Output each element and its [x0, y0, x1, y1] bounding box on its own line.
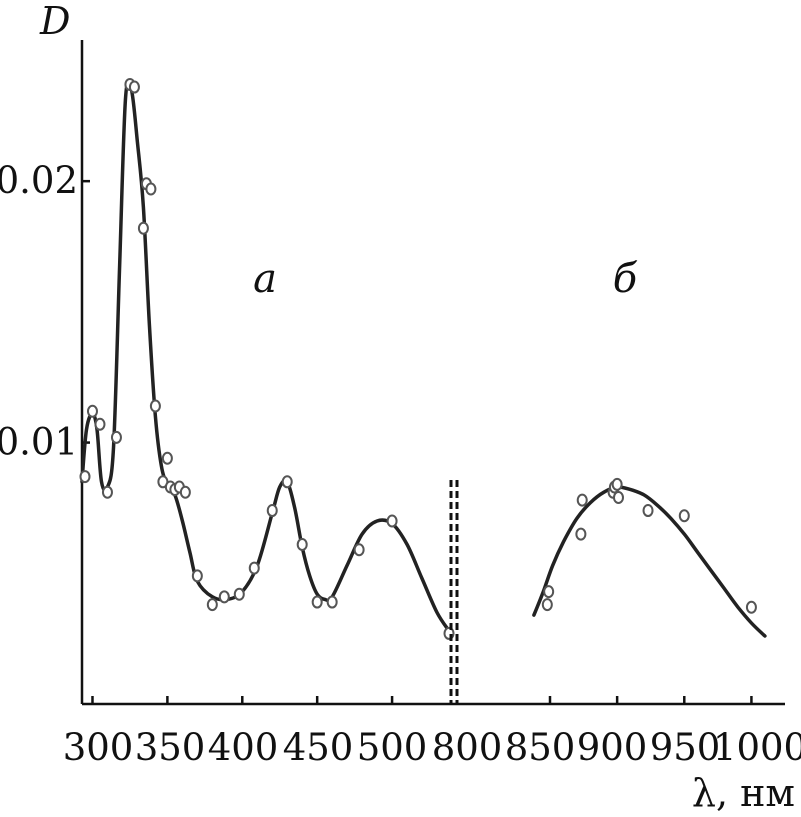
- data-point: [145, 182, 157, 196]
- data-point: [79, 470, 91, 484]
- x-tick-label: 400: [208, 726, 279, 769]
- data-point: [575, 527, 587, 541]
- data-point: [311, 595, 323, 609]
- data-point: [218, 590, 230, 604]
- x-tick-label: 350: [135, 726, 206, 769]
- data-point: [266, 504, 278, 518]
- x-tick-label: 500: [357, 726, 428, 769]
- data-point: [543, 585, 555, 599]
- x-axis-label: λ, нм: [692, 771, 795, 815]
- data-point: [191, 569, 203, 583]
- data-point: [326, 595, 338, 609]
- data-point: [86, 404, 98, 418]
- data-point: [353, 543, 365, 557]
- data-point: [386, 514, 398, 528]
- y-tick-label: 0.02: [0, 159, 78, 202]
- data-point: [137, 221, 149, 235]
- data-point: [110, 430, 122, 444]
- x-tick-label: 850: [505, 726, 576, 769]
- data-point: [612, 490, 624, 504]
- data-point: [179, 485, 191, 499]
- data-point: [248, 561, 260, 575]
- axes: [80, 40, 785, 706]
- data-point: [678, 509, 690, 523]
- series-line: [532, 485, 767, 638]
- x-tick-label: 900: [577, 726, 648, 769]
- data-point: [101, 485, 113, 499]
- data-point: [296, 538, 308, 552]
- axis-break: [449, 480, 459, 704]
- data-point: [281, 475, 293, 489]
- panel-label: б: [613, 256, 638, 302]
- y-ticks: 0.01 0.02: [0, 159, 90, 464]
- x-tick-label: 1000: [713, 726, 801, 769]
- x-tick-label: 300: [63, 726, 134, 769]
- panel-a: 300 350 400 450 500 а: [63, 77, 455, 769]
- data-point: [541, 598, 553, 612]
- y-tick-label: 0.01: [0, 421, 78, 464]
- data-point: [642, 504, 654, 518]
- data-point: [149, 399, 161, 413]
- x-tick-label: 800: [432, 726, 503, 769]
- data-point: [161, 451, 173, 465]
- series-line: [80, 79, 451, 633]
- y-axis-label: D: [39, 0, 70, 43]
- data-point: [128, 80, 140, 94]
- data-point: [233, 587, 245, 601]
- data-point: [611, 477, 623, 491]
- panel-label: а: [253, 256, 277, 302]
- x-tick-label: 950: [650, 726, 721, 769]
- x-tick-label: 450: [283, 726, 354, 769]
- data-point: [94, 417, 106, 431]
- data-point: [576, 493, 588, 507]
- data-point: [206, 598, 218, 612]
- data-point: [745, 600, 757, 614]
